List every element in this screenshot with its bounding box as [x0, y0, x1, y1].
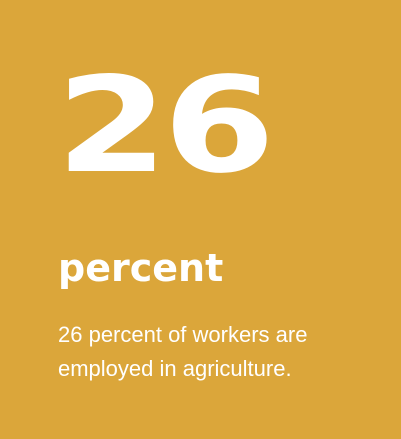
- stat-description: 26 percent of workers are employed in ag…: [58, 322, 308, 381]
- stat-number: 26: [56, 49, 275, 203]
- stat-unit-label: percent: [58, 246, 224, 290]
